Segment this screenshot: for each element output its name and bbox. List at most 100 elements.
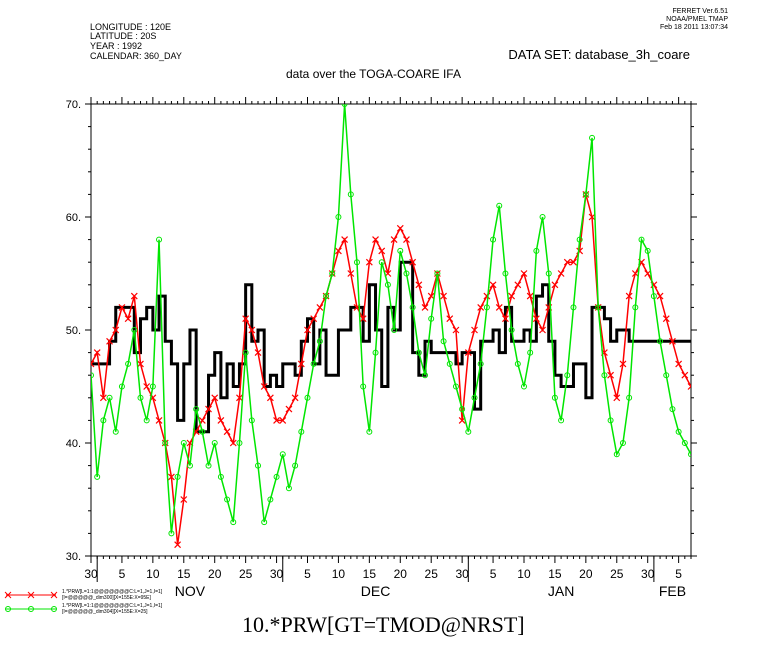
series-point-x [365, 258, 373, 266]
series-step-line [91, 260, 691, 434]
series-point-x [526, 292, 534, 300]
latitude-label: LATITUDE : 20S [90, 31, 157, 41]
series-point-o [675, 428, 682, 435]
series-point-x [588, 213, 596, 221]
series-point-x [409, 258, 417, 266]
series-point-o [403, 270, 410, 277]
series-point-o [217, 473, 224, 480]
series-point-x [229, 439, 237, 447]
series-point-x [464, 349, 472, 357]
series-point-o [558, 417, 565, 424]
series-point-x [675, 360, 683, 368]
series-point-o [688, 451, 691, 458]
series-point-x [421, 303, 429, 311]
series-point-o [452, 383, 459, 390]
series-point-x [291, 394, 299, 402]
series-point-o [329, 270, 336, 277]
series-point-x [390, 236, 398, 244]
series-point-o [570, 304, 577, 311]
ferret-org-stamp: NOAA/PMEL TMAP [666, 16, 728, 23]
series-point-x [91, 360, 95, 368]
series-point-o [434, 270, 441, 277]
series-point-o [502, 270, 509, 277]
series-point-o [193, 406, 200, 413]
series-point-o [564, 372, 571, 379]
series-point-o [465, 428, 472, 435]
series-point-x [662, 315, 670, 323]
legend-marker-o [5, 606, 11, 612]
series-point-x [297, 360, 305, 368]
y-tick-label: 60. [66, 212, 81, 224]
series-point-o [508, 327, 515, 333]
series-point-x [607, 371, 615, 379]
legend-green-line2: [I=@@@@@_dim304][X=155E:X=25] [62, 609, 148, 615]
x-day-tick-label: 5 [304, 567, 311, 581]
x-day-tick-label: 25 [239, 567, 253, 581]
legend-green-line1: 1.*PRW[L=1:1@@@@@@@C:L=1,J=1,I=1] [62, 603, 163, 609]
series-point-o [415, 349, 422, 356]
series-point-x [334, 247, 342, 255]
series-point-o [168, 530, 175, 537]
series-point-o [632, 304, 639, 311]
series-point-o [644, 247, 651, 254]
legend-marker-x [27, 591, 35, 599]
calendar-label: CALENDAR: 360_DAY [90, 51, 182, 61]
series-point-o [440, 338, 447, 345]
series-point-x [99, 394, 107, 402]
y-tick-label: 50. [66, 325, 81, 337]
series-point-o [224, 496, 231, 503]
series-point-o [496, 202, 503, 209]
series-point-x [477, 303, 485, 311]
series-point-o [199, 428, 206, 435]
series-point-o [100, 417, 107, 424]
series-point-x [359, 315, 367, 323]
x-day-tick-label: 5 [119, 567, 126, 581]
series-point-o [94, 473, 101, 480]
series-point-o [347, 191, 354, 198]
ferret-date-stamp: Feb 18 2011 13:07:34 [660, 24, 728, 31]
series-point-x [576, 247, 584, 255]
series-point-o [582, 191, 589, 198]
series-point-x [242, 315, 250, 323]
series-point-o [613, 451, 620, 458]
series-point-x [644, 270, 652, 277]
series-point-x [341, 236, 349, 244]
y-tick-label: 30. [66, 551, 81, 563]
series-point-x [687, 383, 691, 390]
series-point-o [267, 496, 274, 503]
series-point-x [508, 292, 516, 300]
series-point-o [459, 406, 466, 413]
x-day-tick-label: 10 [517, 567, 531, 581]
series-point-x [427, 292, 435, 300]
legend-red-line2: [I=@@@@@_dim300][X=155E:X=95E] [62, 595, 151, 601]
series-point-o [131, 327, 138, 333]
series-point-o [143, 417, 150, 424]
legend-marker-o [51, 606, 57, 612]
series-point-x [557, 270, 565, 277]
series-point-o [285, 485, 292, 492]
plot-area [91, 104, 691, 549]
series-point-x [396, 224, 404, 232]
series-point-o [391, 327, 398, 333]
series-point-x [495, 303, 503, 311]
series-point-o [607, 417, 614, 424]
series-point-o [539, 214, 546, 220]
series-point-o [242, 349, 249, 356]
dataset-label: DATA SET: database_3h_coare [508, 47, 690, 62]
series-point-o [156, 236, 163, 243]
series-point-o [341, 104, 348, 107]
series-point-o [261, 519, 268, 526]
series-point-x [310, 315, 318, 323]
series-point-x [137, 360, 144, 368]
series-point-o [551, 394, 558, 401]
series-point-x [304, 326, 311, 334]
x-day-tick-label: 10 [146, 567, 160, 581]
x-day-tick-label: 5 [675, 567, 682, 581]
series-point-x [211, 394, 219, 402]
series-point-o [422, 372, 429, 379]
x-day-tick-label: 30 [455, 567, 469, 581]
series-point-o [471, 394, 478, 401]
x-day-tick-label: 15 [177, 567, 191, 581]
series-point-x [118, 303, 126, 311]
